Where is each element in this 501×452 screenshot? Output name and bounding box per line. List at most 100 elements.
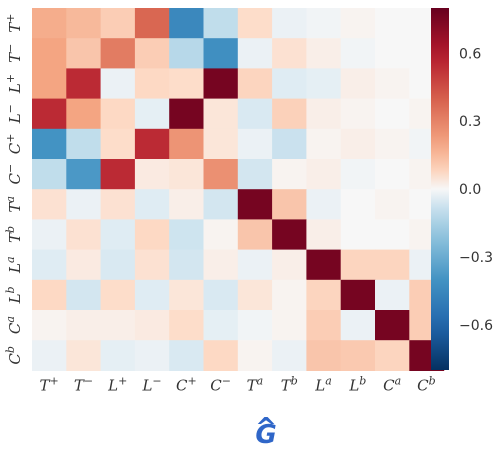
heatmap-cell — [100, 128, 136, 160]
heatmap-cell — [375, 219, 410, 251]
heatmap-cell — [203, 219, 239, 251]
heatmap-cell — [272, 219, 307, 251]
heatmap-cell — [203, 128, 239, 160]
heatmap-cell — [375, 98, 410, 130]
heatmap-cell — [272, 340, 307, 371]
heatmap-cell — [306, 279, 342, 311]
x-tick-label: C− — [210, 374, 231, 394]
heatmap-cell — [375, 340, 410, 371]
y-tick-label: L+ — [4, 74, 24, 94]
heatmap-cell — [203, 249, 239, 281]
heatmap-cell — [134, 98, 170, 130]
y-tick-label: Ta — [4, 196, 24, 213]
chart-title: G — [255, 420, 276, 450]
heatmap-cell — [100, 38, 136, 69]
heatmap-cell — [237, 279, 273, 311]
heatmap-cell — [66, 128, 102, 160]
heatmap-cell — [237, 189, 273, 220]
heatmap-cell — [272, 310, 307, 341]
heatmap-cell — [237, 249, 273, 281]
heatmap-cell — [306, 340, 342, 371]
heatmap-cell — [66, 38, 102, 69]
heatmap-cell — [32, 98, 67, 130]
heatmap-cell — [306, 38, 342, 69]
heatmap-cell — [272, 68, 307, 100]
heatmap-cell — [169, 68, 205, 100]
heatmap-cell — [203, 189, 239, 220]
heatmap-cell — [203, 98, 239, 130]
heatmap-cell — [272, 279, 307, 311]
heatmap-cell — [100, 249, 136, 281]
heatmap-cell — [100, 279, 136, 311]
heatmap-cell — [375, 128, 410, 160]
heatmap-cell — [340, 98, 376, 130]
heatmap-cell — [306, 8, 342, 39]
chart-title-accent: ^ — [255, 413, 277, 443]
heatmap-cell — [237, 8, 273, 39]
heatmap-cell — [134, 189, 170, 220]
heatmap-cell — [134, 68, 170, 100]
heatmap-cell — [134, 128, 170, 160]
heatmap-cell — [169, 8, 205, 39]
heatmap-cell — [203, 38, 239, 69]
y-tick-label: C− — [4, 164, 24, 185]
heatmap-cell — [66, 159, 102, 190]
heatmap-cell — [340, 249, 376, 281]
x-tick-label: T− — [74, 374, 93, 394]
heatmap-cell — [134, 38, 170, 69]
heatmap-cell — [32, 68, 67, 100]
heatmap-cell — [66, 310, 102, 341]
heatmap-cell — [169, 279, 205, 311]
heatmap-cell — [100, 310, 136, 341]
x-tick-label: Ta — [247, 374, 264, 394]
heatmap-cell — [340, 310, 376, 341]
heatmap-cell — [306, 159, 342, 190]
x-tick-label: L+ — [107, 374, 127, 394]
heatmap-cell — [272, 128, 307, 160]
y-tick-label: C+ — [4, 134, 24, 155]
heatmap-cell — [203, 68, 239, 100]
heatmap-cell — [32, 219, 67, 251]
heatmap-cell — [272, 189, 307, 220]
heatmap-cell — [203, 8, 239, 39]
y-tick-label: Tb — [4, 226, 24, 243]
heatmap-cell — [340, 128, 376, 160]
colorbar-tick-label: −0.6 — [459, 318, 493, 334]
colorbar-tick-labels: 0.6 0.3 0.0 −0.3 −0.6 — [459, 46, 493, 334]
colorbar-tick-label: 0.3 — [459, 114, 481, 130]
heatmap-cell — [134, 219, 170, 251]
heatmap-cell — [134, 159, 170, 190]
x-tick-label: Tb — [281, 374, 298, 394]
heatmap-cell — [375, 8, 410, 39]
heatmap-cell — [272, 98, 307, 130]
heatmap-cell — [66, 249, 102, 281]
heatmap-cell — [237, 38, 273, 69]
heatmap-cell — [66, 219, 102, 251]
colorbar-tick-label: −0.3 — [459, 250, 493, 266]
heatmap-cell — [272, 249, 307, 281]
y-tick-label: Ca — [4, 316, 24, 334]
heatmap-cell — [100, 8, 136, 39]
heatmap-cell — [340, 279, 376, 311]
heatmap-cell — [66, 68, 102, 100]
heatmap-cell — [134, 8, 170, 39]
heatmap-cell — [237, 219, 273, 251]
x-tick-label: T+ — [40, 374, 59, 394]
heatmap-cell — [340, 8, 376, 39]
y-tick-label: Cb — [4, 346, 24, 365]
heatmap-cell — [272, 8, 307, 39]
heatmap-cell — [272, 159, 307, 190]
heatmap-cell — [169, 159, 205, 190]
y-tick-label: T+ — [4, 13, 24, 32]
heatmap-cell — [306, 219, 342, 251]
heatmap-cell — [306, 249, 342, 281]
heatmap-cell — [32, 8, 67, 39]
colorbar — [431, 8, 449, 370]
x-tick-label: La — [314, 374, 332, 394]
heatmap-cell — [134, 279, 170, 311]
heatmap-cell — [169, 249, 205, 281]
x-tick-label: Cb — [417, 374, 436, 394]
heatmap-cell — [32, 340, 67, 371]
heatmap-cell — [375, 38, 410, 69]
